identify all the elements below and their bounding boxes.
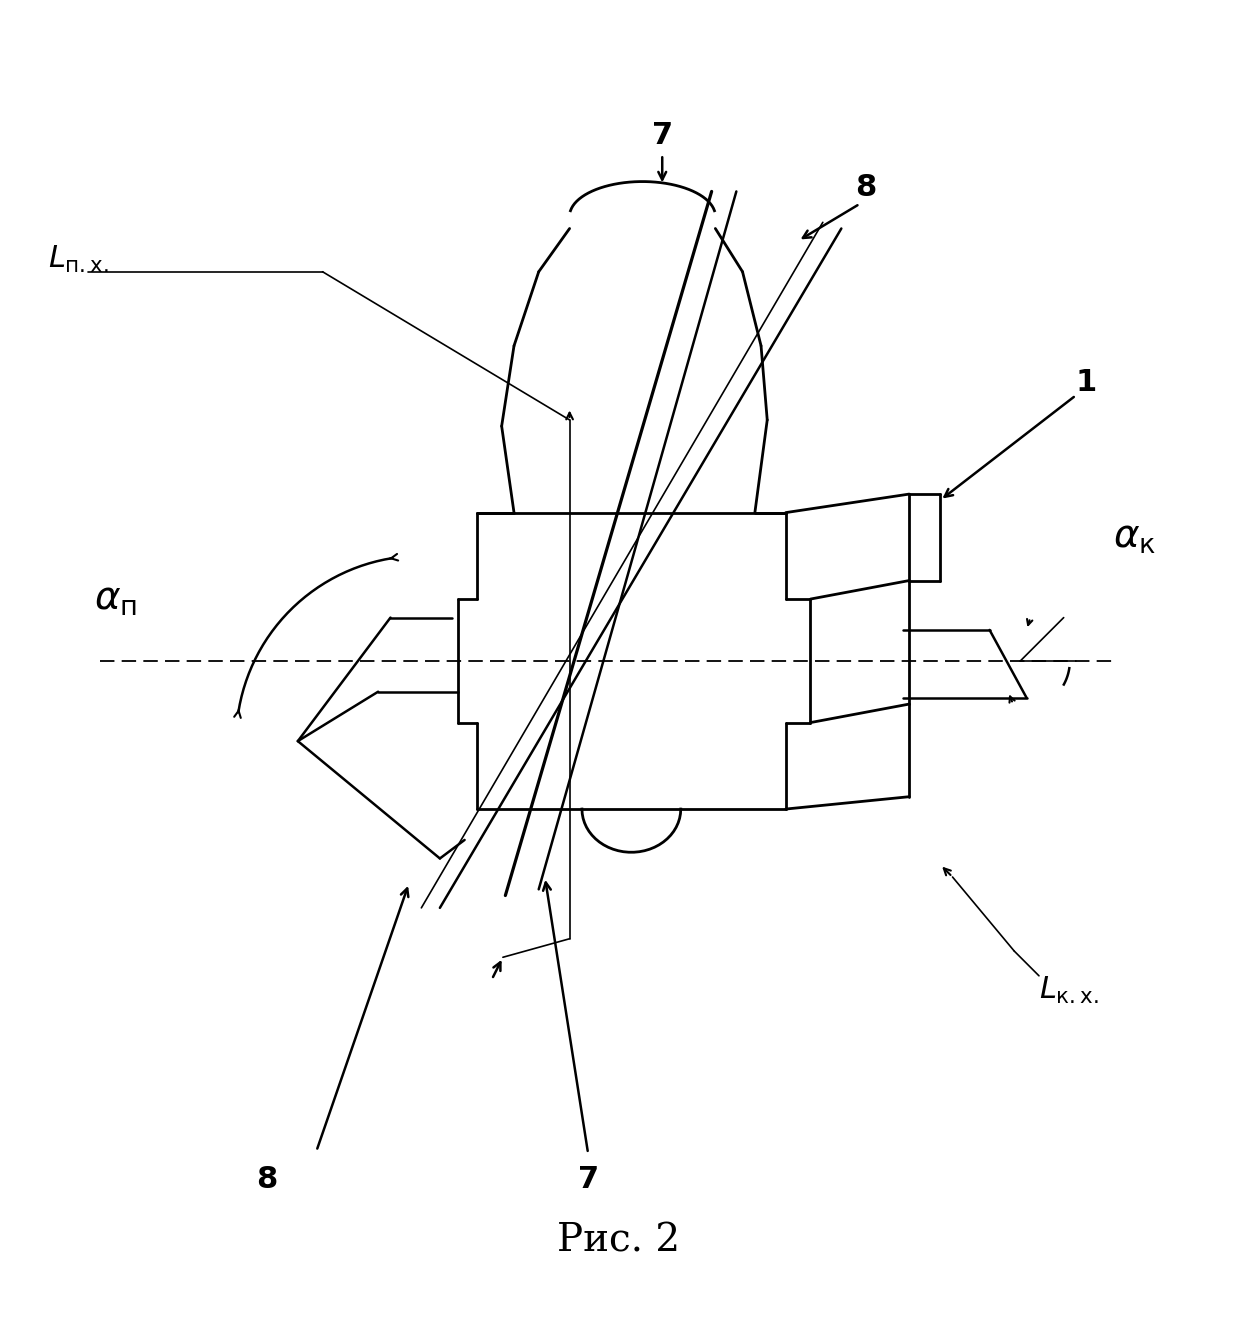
Text: $\alpha_{\rm к}$: $\alpha_{\rm к}$: [1113, 519, 1156, 556]
Text: 1: 1: [1076, 368, 1097, 398]
Text: 7: 7: [651, 121, 672, 151]
Text: 7: 7: [578, 1165, 599, 1194]
Text: $L_{\rm п.х.}$: $L_{\rm п.х.}$: [48, 244, 109, 275]
Text: 8: 8: [855, 173, 877, 203]
Text: Рис. 2: Рис. 2: [557, 1223, 681, 1259]
Text: 8: 8: [256, 1165, 277, 1194]
Text: $\alpha_{\rm п}$: $\alpha_{\rm п}$: [94, 580, 137, 618]
Text: $L_{\rm к.х.}$: $L_{\rm к.х.}$: [1039, 975, 1099, 1006]
